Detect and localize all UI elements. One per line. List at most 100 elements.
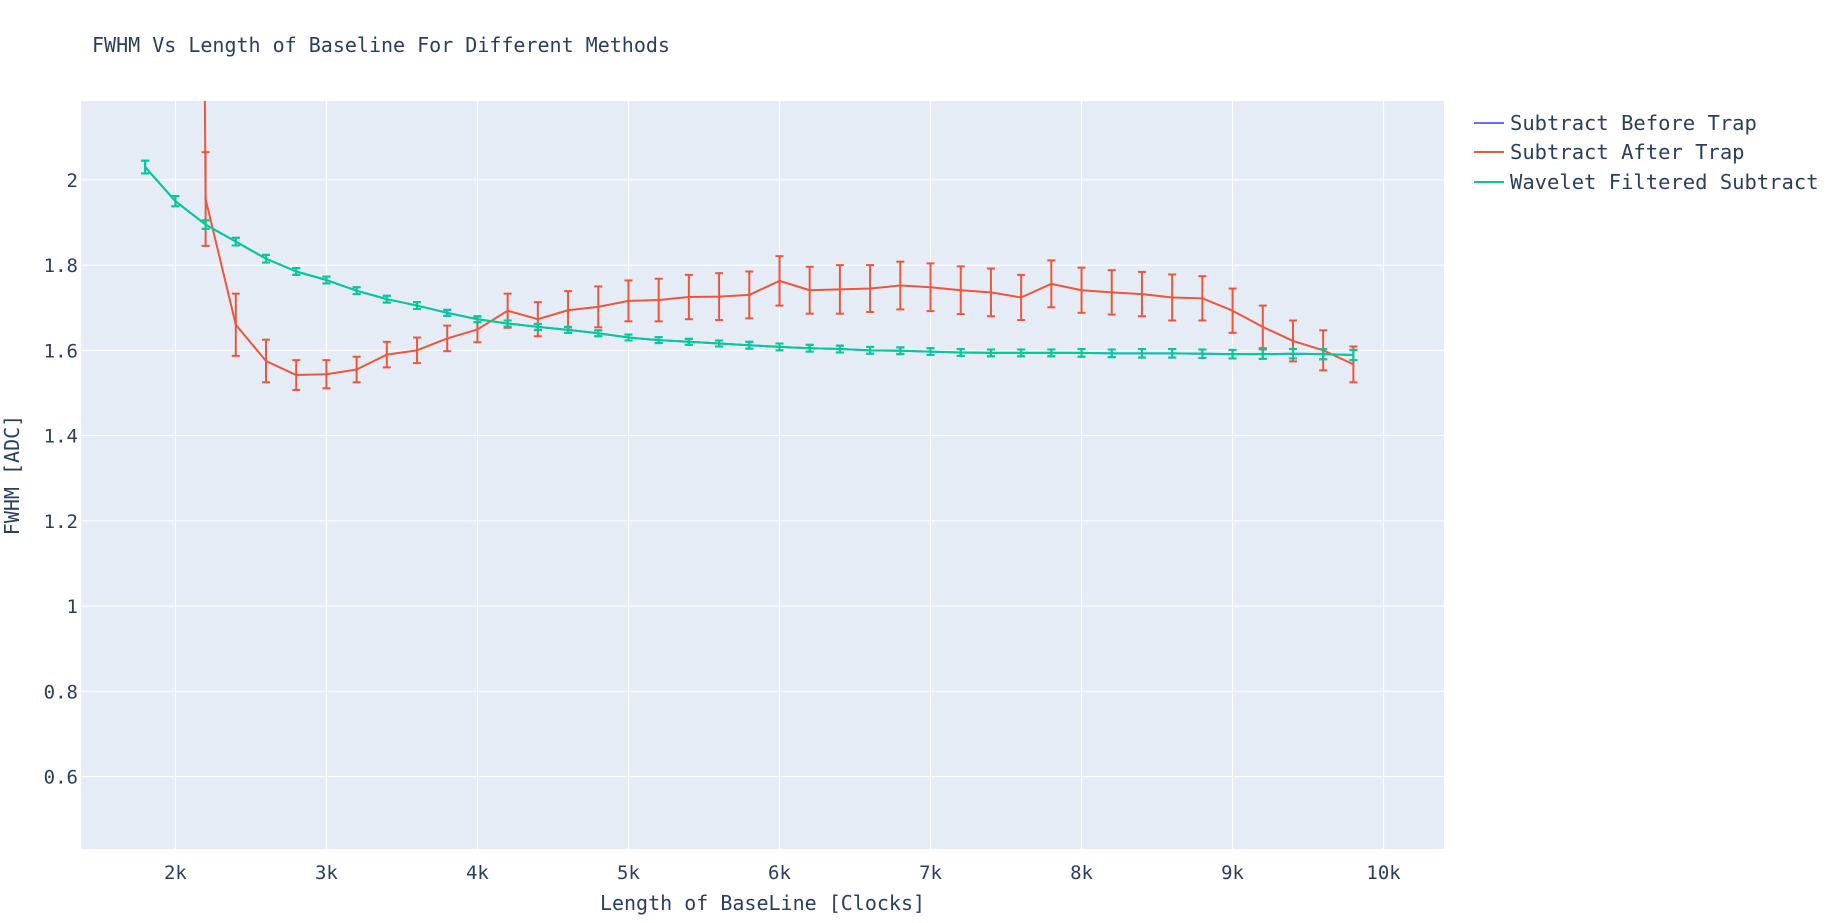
- error-bar: [262, 253, 271, 264]
- y-tick-label: 0.8: [44, 681, 78, 703]
- error-bar: [322, 359, 331, 390]
- error-bar: [956, 265, 965, 316]
- x-tick-label: 4k: [466, 862, 489, 884]
- error-bar: [141, 159, 150, 175]
- y-tick-label: 1.8: [44, 255, 78, 277]
- legend-label: Subtract After Trap: [1510, 140, 1745, 165]
- error-bar: [1228, 287, 1237, 334]
- error-bar: [715, 339, 724, 348]
- error-bar: [382, 340, 391, 369]
- y-tick-label: 1.4: [44, 426, 78, 448]
- error-bar: [1168, 348, 1177, 359]
- error-bar: [986, 348, 995, 358]
- error-bar: [352, 355, 361, 384]
- grid: [81, 101, 1444, 849]
- error-bar: [866, 345, 875, 355]
- error-bar: [1047, 348, 1056, 358]
- error-bar: [745, 270, 754, 320]
- error-bar: [926, 262, 935, 313]
- x-axis-title: Length of BaseLine [Clocks]: [600, 891, 925, 915]
- x-tick-label: 6k: [768, 862, 791, 884]
- error-bar: [413, 301, 422, 310]
- error-bar: [443, 308, 452, 317]
- error-bar: [1077, 266, 1086, 314]
- legend-label: Subtract Before Trap: [1510, 110, 1757, 135]
- error-bar: [1047, 259, 1056, 309]
- error-bar: [1017, 348, 1026, 358]
- error-bar: [1168, 273, 1177, 322]
- error-bar: [1107, 348, 1116, 359]
- y-tick-label: 1.6: [44, 340, 78, 362]
- error-bar: [715, 272, 724, 322]
- error-bar: [473, 315, 482, 324]
- error-bar: [654, 277, 663, 323]
- error-bar: [1258, 304, 1267, 350]
- error-bar: [292, 359, 301, 391]
- error-bar: [322, 275, 331, 285]
- error-bar: [413, 336, 422, 365]
- error-bar: [1198, 275, 1207, 322]
- plot-area: [81, 101, 1444, 849]
- error-bar: [231, 236, 240, 247]
- error-bar: [745, 340, 754, 350]
- error-bar: [201, 219, 210, 230]
- error-bar: [1137, 270, 1146, 318]
- error-bar: [624, 279, 633, 323]
- error-bar: [896, 346, 905, 356]
- legend: Subtract Before Trap Subtract After Trap W…: [1474, 108, 1819, 197]
- error-bar: [262, 338, 271, 384]
- x-tick-label: 7k: [919, 862, 942, 884]
- x-tick-label: 8k: [1070, 862, 1093, 884]
- error-bar: [594, 285, 603, 329]
- error-bar: [1077, 348, 1086, 358]
- error-bar: [805, 265, 814, 315]
- error-bar: [624, 333, 633, 342]
- error-bar: [1319, 348, 1328, 361]
- x-tick-label: 2k: [164, 862, 187, 884]
- series-2: [141, 159, 1358, 362]
- error-bar: [594, 329, 603, 338]
- axes: 2k 3k 4k 5k 6k 7k 8k 9k 10k 0.6 0.8 1 1.2 1.4 1.6 1.8 2 L…: [0, 170, 1401, 915]
- error-bar: [866, 264, 875, 313]
- legend-swatch: [1474, 180, 1504, 183]
- x-tick-label: 5k: [617, 862, 640, 884]
- error-bar: [1107, 269, 1116, 316]
- error-bar: [292, 267, 301, 276]
- legend-swatch: [1474, 151, 1504, 154]
- y-tick-label: 1: [67, 596, 78, 618]
- error-bar: [1258, 348, 1267, 360]
- error-bar: [956, 348, 965, 357]
- error-bar: [775, 342, 784, 352]
- y-tick-label: 1.2: [44, 511, 78, 533]
- error-bar: [564, 325, 573, 334]
- error-bar: [896, 260, 905, 311]
- error-bar: [775, 255, 784, 307]
- error-bar: [684, 337, 693, 346]
- series-line: [203, 101, 1354, 377]
- x-tick-label: 10k: [1366, 862, 1401, 884]
- series-layer: [141, 101, 1358, 391]
- legend-swatch: [1474, 121, 1504, 124]
- error-bar: [1137, 348, 1146, 359]
- error-bar: [684, 273, 693, 321]
- y-tick-label: 2: [67, 170, 78, 192]
- error-bar: [231, 292, 240, 357]
- error-bar: [171, 195, 180, 208]
- error-bar: [503, 319, 512, 328]
- y-tick-label: 0.6: [44, 767, 78, 789]
- error-bar: [986, 267, 995, 318]
- legend-item[interactable]: Subtract Before Trap: [1474, 108, 1819, 138]
- y-axis-title: FWHM [ADC]: [0, 415, 24, 535]
- error-bar: [533, 322, 542, 331]
- x-tick-label: 3k: [315, 862, 338, 884]
- error-bar: [382, 294, 391, 304]
- legend-item[interactable]: Subtract After Trap: [1474, 138, 1819, 168]
- error-bar: [1198, 348, 1207, 360]
- legend-item[interactable]: Wavelet Filtered Subtract: [1474, 167, 1819, 197]
- error-bar: [201, 151, 210, 247]
- x-tick-label: 9k: [1221, 862, 1244, 884]
- series-1: [201, 101, 1358, 391]
- error-bar: [1288, 348, 1297, 360]
- legend-label: Wavelet Filtered Subtract: [1510, 169, 1819, 194]
